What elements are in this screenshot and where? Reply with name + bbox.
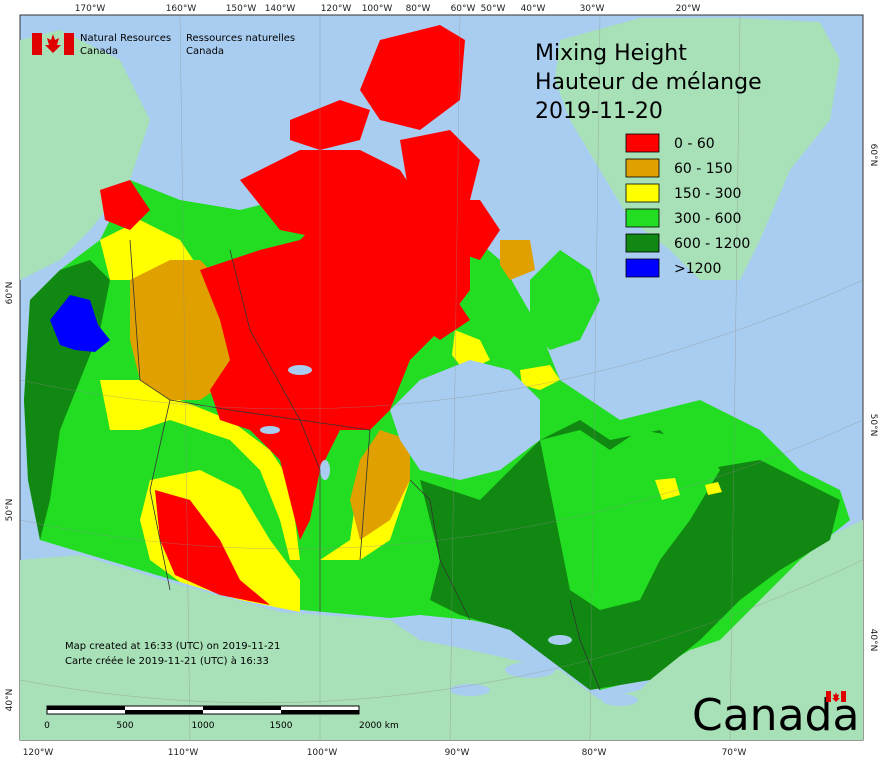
agency-block: Natural Resources Canada Ressources natu… (32, 33, 295, 57)
top-tick-label: 140°W (265, 4, 296, 14)
legend: 0 - 60 60 - 150 150 - 300 300 - 600 600 - 12… (625, 133, 750, 278)
right-tick-label: 40°N (868, 629, 878, 652)
maple-leaf-icon (45, 34, 61, 53)
legend-label: 150 - 300 (674, 186, 741, 202)
right-tick-label: 50°N (868, 414, 878, 437)
title-block: Mixing Height Hauteur de mélange 2019-11… (535, 41, 762, 124)
graticule (19, 14, 864, 741)
foreign-land (20, 18, 863, 740)
legend-swatch (625, 183, 660, 203)
scale-label: 2000 km (359, 721, 399, 731)
canada-land (24, 180, 850, 690)
created-en: Map created at 16:33 (UTC) on 2019-11-21 (65, 641, 280, 652)
agency-fr-line1: Ressources naturelles (186, 33, 295, 44)
scale-label: 0 (44, 721, 50, 731)
legend-label: 600 - 1200 (674, 236, 750, 252)
legend-swatch (625, 208, 660, 228)
wordmark-text: Canada (692, 690, 859, 741)
bottom-tick-label: 80°W (582, 748, 607, 758)
coordinate-ticks: 170°W 160°W 150°W 140°W 120°W 100°W 80°W 60°W 50… (5, 4, 878, 758)
top-tick-label: 100°W (362, 4, 393, 14)
map-date: 2019-11-20 (535, 99, 663, 124)
flag-right-bar (64, 33, 74, 55)
left-tick-label: 40°N (5, 689, 15, 712)
top-tick-label: 40°W (521, 4, 546, 14)
bottom-tick-label: 90°W (445, 748, 470, 758)
top-tick-label: 80°W (406, 4, 431, 14)
created-fr: Carte créée le 2019-11-21 (UTC) à 16:33 (65, 655, 269, 667)
wordmark-flag-right (841, 691, 846, 702)
flag-left-bar (32, 33, 42, 55)
scale-bar: 0 500 1000 1500 2000 km (44, 705, 399, 731)
top-tick-label: 60°W (451, 4, 476, 14)
legend-label: 0 - 60 (674, 136, 715, 152)
top-tick-label: 120°W (321, 4, 352, 14)
wordmark-maple-leaf-icon (832, 692, 840, 702)
legend-label: >1200 (674, 261, 721, 277)
bottom-tick-label: 120°W (23, 748, 54, 758)
scale-label: 1500 (270, 721, 293, 731)
legend-swatch (625, 133, 660, 153)
top-tick-label: 170°W (75, 4, 106, 14)
legend-swatch (625, 258, 660, 278)
right-tick-label: 60°N (868, 144, 878, 167)
legend-swatch (625, 158, 660, 178)
legend-swatch (625, 233, 660, 253)
arctic-islands (240, 25, 500, 340)
title-en: Mixing Height (535, 41, 687, 66)
top-tick-label: 50°W (481, 4, 506, 14)
northern-quebec (452, 250, 722, 500)
left-tick-label: 50°N (5, 499, 15, 522)
legend-label: 60 - 150 (674, 161, 733, 177)
bottom-tick-label: 70°W (722, 748, 747, 758)
legend-label: 300 - 600 (674, 211, 741, 227)
bottom-tick-label: 110°W (168, 748, 199, 758)
title-fr: Hauteur de mélange (535, 70, 762, 95)
wordmark-flag-left (826, 691, 831, 702)
top-tick-label: 150°W (226, 4, 257, 14)
scale-label: 500 (116, 721, 133, 731)
left-tick-label: 60°N (5, 282, 15, 305)
canada-wordmark: Canada (692, 690, 859, 741)
top-tick-label: 20°W (676, 4, 701, 14)
top-tick-label: 160°W (166, 4, 197, 14)
top-tick-label: 30°W (580, 4, 605, 14)
bottom-tick-label: 100°W (307, 748, 338, 758)
scale-label: 1000 (192, 721, 215, 731)
agency-en-line1: Natural Resources (80, 33, 171, 44)
agency-en-line2: Canada (80, 46, 118, 57)
agency-fr-line2: Canada (186, 46, 224, 57)
